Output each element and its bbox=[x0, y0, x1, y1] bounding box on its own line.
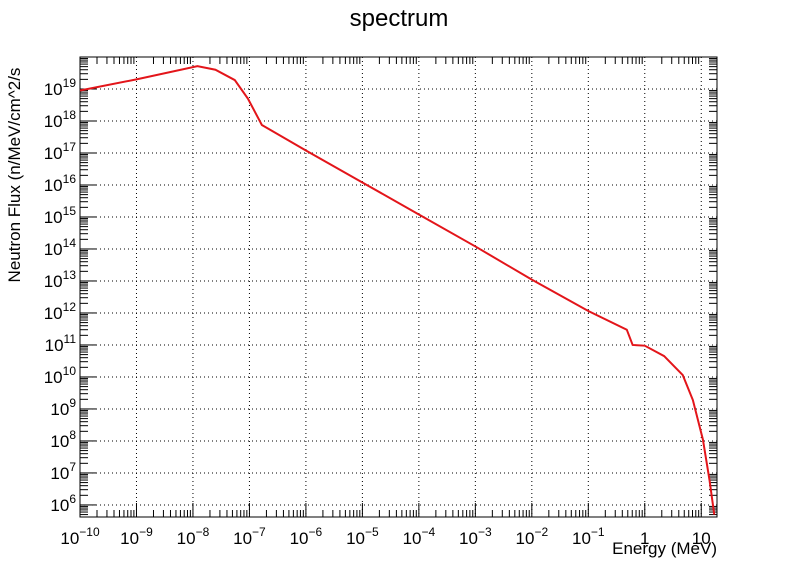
chart-title: spectrum bbox=[350, 5, 449, 32]
x-tick-label: 10−3 bbox=[459, 525, 492, 548]
x-tick-label: 10−1 bbox=[572, 525, 605, 548]
y-tick-label: 1018 bbox=[44, 108, 77, 131]
y-axis-label: Neutron Flux (n/MeV/cm^2/s bbox=[5, 68, 24, 283]
x-tick-label: 10−8 bbox=[177, 525, 210, 548]
y-tick-label: 1011 bbox=[45, 332, 77, 355]
y-tick-label: 109 bbox=[50, 396, 76, 419]
x-tick-label: 10−10 bbox=[60, 525, 100, 548]
x-tick-label: 10−4 bbox=[403, 525, 436, 548]
x-tick-label: 10−7 bbox=[233, 525, 266, 548]
y-tick-label: 107 bbox=[50, 460, 76, 483]
y-tick-label: 1013 bbox=[44, 268, 77, 291]
data-line bbox=[79, 65, 716, 515]
y-tick-label: 1017 bbox=[44, 140, 77, 163]
y-tick-label: 1015 bbox=[44, 204, 77, 227]
x-axis-label: Energy (MeV) bbox=[612, 539, 717, 558]
y-tick-label: 108 bbox=[50, 428, 76, 451]
x-tick-label: 10−5 bbox=[346, 525, 379, 548]
y-tick-label: 1019 bbox=[44, 76, 77, 99]
x-tick-label: 10−9 bbox=[120, 525, 153, 548]
x-tick-label: 10−6 bbox=[290, 525, 323, 548]
plot-frame bbox=[79, 56, 718, 518]
y-tick-label: 106 bbox=[50, 492, 76, 515]
x-tick-label: 1 bbox=[640, 529, 649, 548]
x-tick-label: 10−2 bbox=[516, 525, 549, 548]
y-tick-label: 1010 bbox=[44, 364, 77, 387]
y-tick-label: 1014 bbox=[44, 236, 77, 259]
y-tick-label: 1016 bbox=[44, 172, 77, 195]
x-tick-label: 10 bbox=[692, 529, 711, 548]
y-tick-label: 1012 bbox=[44, 300, 77, 323]
